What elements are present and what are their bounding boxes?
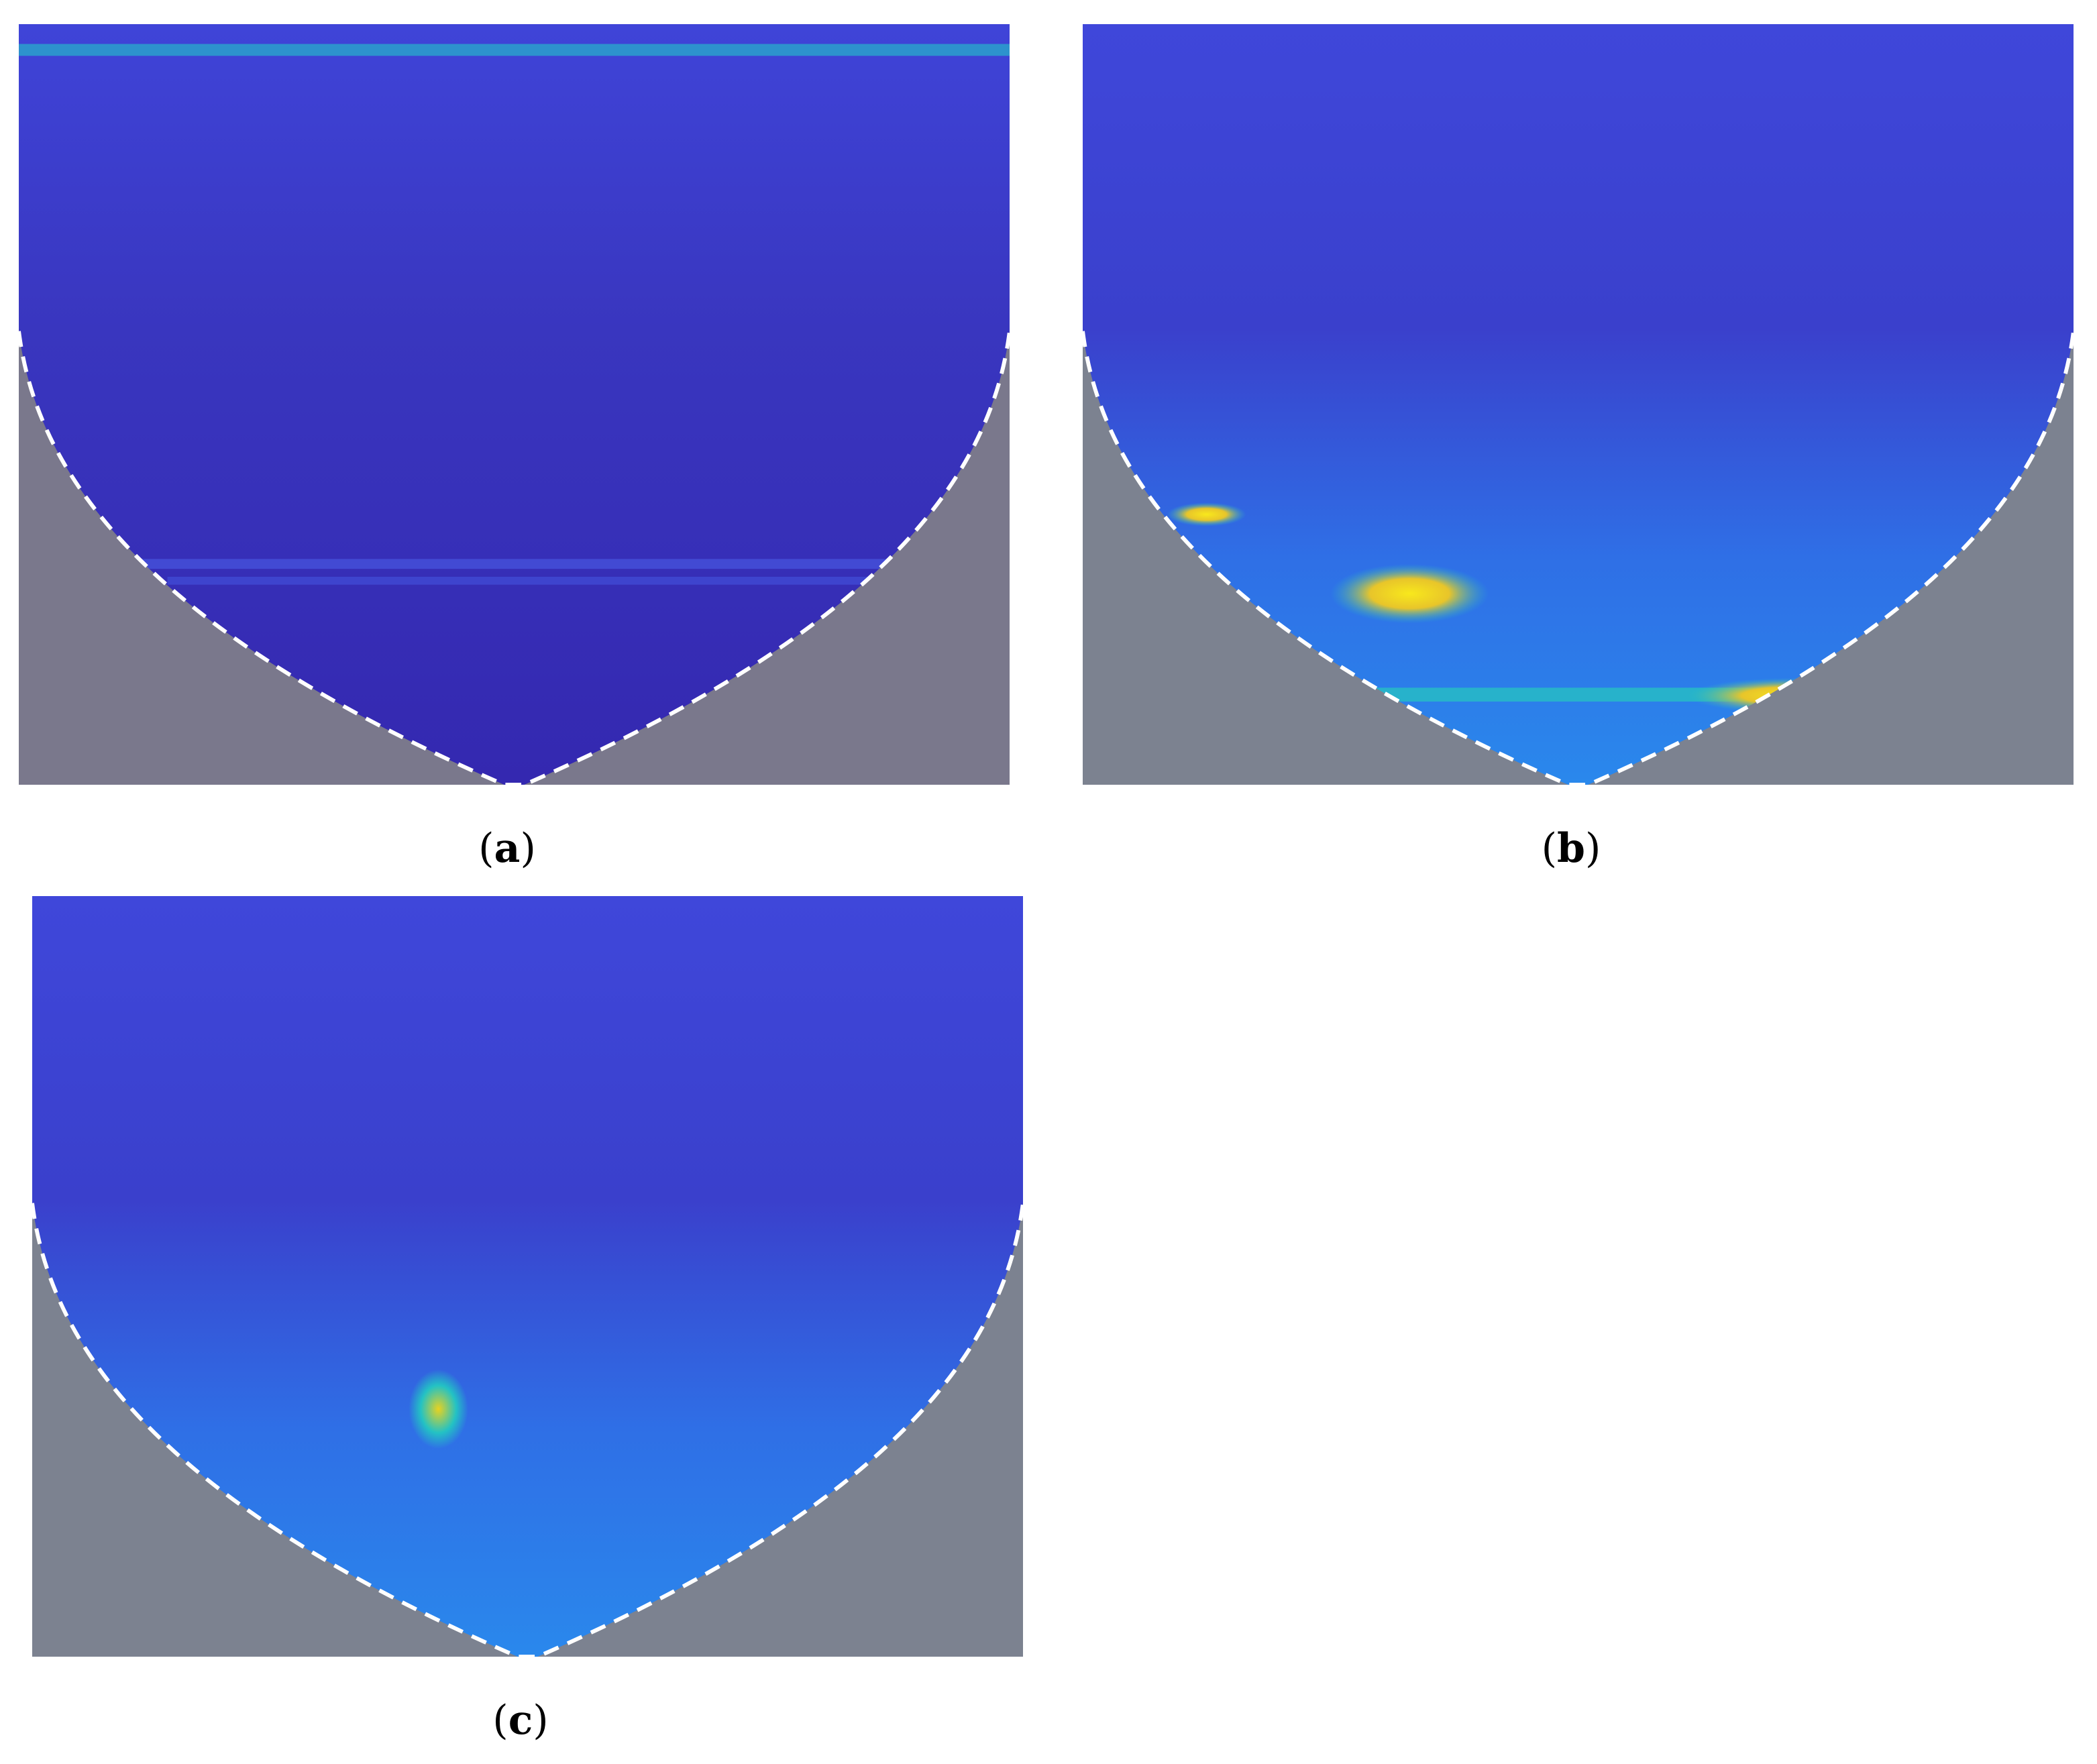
hot-spot (1167, 502, 1246, 527)
hot-spot (409, 1369, 468, 1449)
caption-b: (b) (1541, 825, 1601, 872)
scalogram-panel-b (1083, 24, 2074, 785)
scalogram-panel-a (19, 24, 1010, 785)
caption-c-letter: c (508, 1697, 533, 1744)
top-noise-band (19, 44, 1010, 56)
cone-boundary-line (32, 1203, 1023, 1657)
cone-of-influence (32, 1203, 1023, 1657)
cone-boundary-line (19, 331, 1010, 785)
cone-boundary-line (1083, 331, 2074, 785)
scalogram-c-svg (32, 896, 1023, 1657)
scalogram-panel-c (32, 896, 1023, 1657)
caption-a: (a) (478, 825, 536, 872)
scalogram-a-svg (19, 24, 1010, 785)
hot-spot (1330, 563, 1489, 624)
cone-of-influence (1083, 331, 2074, 785)
cone-of-influence (19, 331, 1010, 785)
caption-b-letter: b (1557, 825, 1585, 872)
caption-a-letter: a (494, 825, 521, 872)
faint-band (78, 559, 951, 569)
faint-band (167, 576, 940, 585)
scalogram-b-svg (1083, 24, 2074, 785)
caption-c: (c) (492, 1697, 549, 1744)
